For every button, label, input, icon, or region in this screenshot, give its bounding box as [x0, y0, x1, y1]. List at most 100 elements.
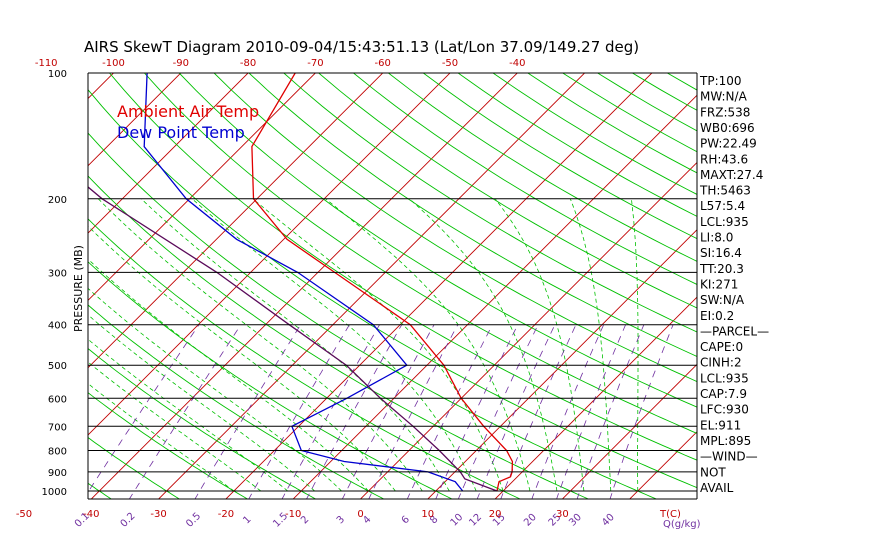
bottom-temp-tick-label: -50 — [16, 509, 32, 520]
mixing-ratio-tick-label: 30 — [567, 512, 584, 529]
stability-index-entry: WB0:696 — [700, 121, 755, 135]
isotherm-line — [90, 73, 518, 499]
dry-adiabat-lines — [88, 73, 697, 499]
isotherm-line — [494, 296, 697, 499]
stability-index-entry: RH:43.6 — [700, 152, 748, 166]
dry-adiabat-line — [109, 73, 697, 461]
mixing-ratio-line — [576, 324, 645, 499]
bottom-temp-tick-label: 10 — [421, 509, 434, 520]
mixing-ratio-tick-label: 40 — [600, 512, 617, 529]
isotherm-line — [292, 94, 697, 499]
chart-title: AIRS SkewT Diagram 2010-09-04/15:43:51.1… — [84, 38, 639, 56]
isotherm-line — [88, 73, 451, 436]
bottom-temp-tick-label: 0 — [357, 509, 363, 520]
stability-index-entry: TT:20.3 — [699, 262, 744, 276]
bottom-temp-tick-label: 30 — [556, 509, 569, 520]
dry-adiabat-line — [388, 73, 697, 262]
mixing-ratio-line — [306, 324, 403, 499]
moist-adiabat-line — [88, 361, 262, 492]
moist-adiabat-line — [191, 198, 477, 492]
dry-adiabat-line — [88, 482, 112, 499]
stability-index-entry: CAPE:0 — [700, 340, 743, 354]
mixing-ratio-line — [457, 324, 539, 499]
pressure-tick-label: 700 — [48, 422, 67, 433]
stability-index-entry: LI:8.0 — [700, 231, 733, 245]
legend-dew-point-temp: Dew Point Temp — [117, 123, 245, 142]
stability-index-entry: CAP:7.9 — [700, 387, 747, 401]
dry-adiabat-line — [353, 73, 697, 285]
mixing-ratio-lines — [88, 324, 674, 499]
mixing-ratio-line — [476, 324, 556, 499]
isotherm-line — [427, 229, 697, 499]
isotherm-line — [88, 73, 182, 167]
stability-index-entry: MPL:895 — [700, 434, 751, 448]
dry-adiabat-line — [88, 132, 658, 499]
top-temp-tick-label: -100 — [102, 58, 125, 69]
dry-adiabat-line — [88, 304, 385, 499]
mixing-ratio-line — [194, 324, 302, 499]
y-axis-label: PRESSURE (MB) — [72, 245, 85, 332]
stability-index-entry: LCL:935 — [700, 215, 749, 229]
isotherm-line — [561, 363, 697, 499]
stability-index-entry: SI:16.4 — [700, 246, 742, 260]
mixing-ratio-tick-label: 20 — [522, 512, 539, 529]
pressure-tick-label: 200 — [48, 195, 67, 206]
isotherm-line — [88, 73, 115, 100]
mixing-ratio-tick-label: 1 — [241, 514, 253, 526]
isotherm-line — [88, 73, 249, 234]
x-axis-unit-label: T(C) — [659, 509, 681, 520]
stability-index-entry: —PARCEL— — [700, 324, 769, 338]
mixing-ratio-line — [341, 324, 435, 499]
dry-adiabat-line — [144, 73, 697, 434]
stability-index-entry: TP:100 — [699, 74, 742, 88]
stability-index-entry: SW:N/A — [700, 293, 745, 307]
legend-ambient-air-temp: Ambient Air Temp — [117, 102, 259, 121]
stability-index-entry: MW:N/A — [700, 90, 748, 104]
top-temp-tick-label: -40 — [509, 58, 525, 69]
mixing-ratio-line — [556, 324, 626, 499]
pressure-tick-label: 500 — [48, 361, 67, 372]
top-temp-tick-label: -110 — [35, 58, 58, 69]
stability-index-entry: PW:22.49 — [700, 137, 757, 151]
moist-adiabat-line — [88, 383, 235, 492]
isotherm-line — [88, 73, 317, 302]
dry-adiabat-line — [178, 73, 697, 408]
bottom-temp-tick-label: -30 — [150, 509, 166, 520]
dry-adiabat-line — [213, 73, 697, 383]
pressure-tick-label: 100 — [48, 69, 67, 80]
mixing-ratio-tick-label: 0.5 — [184, 511, 203, 530]
stability-index-entry: EI:0.2 — [700, 309, 734, 323]
stability-index-entry: LCL:935 — [700, 371, 749, 385]
mixing-ratio-line — [248, 324, 350, 499]
mixing-ratio-line — [368, 324, 459, 499]
top-temp-tick-label: -50 — [442, 58, 458, 69]
dry-adiabat-line — [88, 436, 181, 499]
dry-adiabat-line — [88, 218, 522, 499]
pressure-tick-label: 1000 — [42, 487, 67, 498]
stability-index-entry: AVAIL — [700, 481, 734, 495]
series-ambient-air-temp — [251, 73, 514, 492]
dry-adiabat-line — [248, 73, 697, 358]
dry-adiabat-line — [457, 73, 697, 217]
isotherm-line — [225, 73, 653, 499]
axis-tick-labels: 0.1 0.2 0.5 1 1.5 2 3 4 6 8 10 12 15 20 25 30 4010020030… — [16, 58, 617, 530]
top-temp-tick-label: -60 — [375, 58, 391, 69]
stability-index-entry: MAXT:27.4 — [700, 168, 763, 182]
stability-index-entry: L57:5.4 — [700, 199, 745, 213]
mixing-ratio-unit-label: Q(g/kg) — [663, 519, 701, 530]
pressure-tick-label: 600 — [48, 394, 67, 405]
isotherm-line — [359, 161, 697, 499]
pressure-tick-label: 900 — [48, 468, 67, 479]
dry-adiabat-line — [88, 261, 453, 499]
dry-adiabat-line — [88, 347, 317, 499]
isobar-lines — [88, 198, 697, 492]
mixing-ratio-line — [435, 324, 519, 499]
isotherm-line — [88, 73, 384, 369]
top-temp-tick-label: -70 — [307, 58, 323, 69]
stability-index-entry: TH:5463 — [699, 184, 751, 198]
bottom-temp-tick-label: -40 — [83, 509, 99, 520]
mixing-ratio-line — [609, 324, 674, 499]
isotherm-line — [0, 64, 56, 500]
series-dew-point-temp — [143, 73, 464, 492]
